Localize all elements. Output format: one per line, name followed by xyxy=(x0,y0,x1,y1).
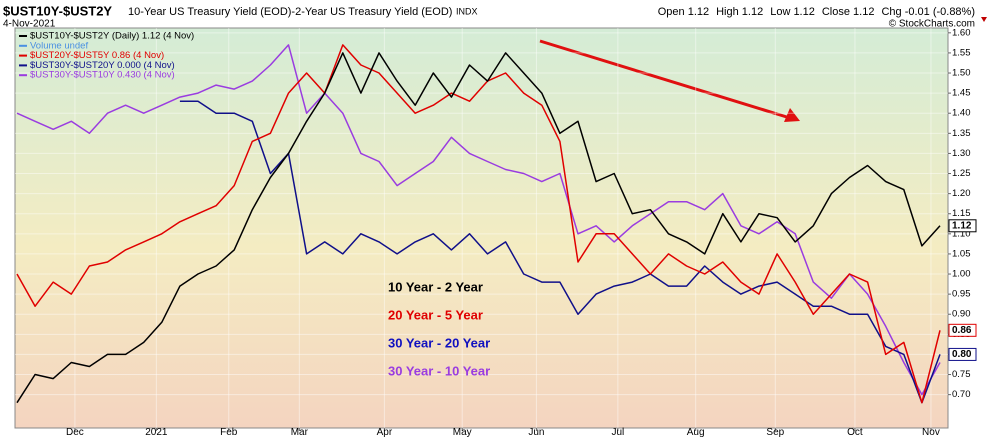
legend-entry: $UST10Y-$UST2Y (Daily) 1.12 (4 Nov) xyxy=(30,31,194,42)
legend-entry: $UST20Y-$UST5Y 0.86 (4 Nov) xyxy=(30,50,164,61)
trend-arrow xyxy=(539,39,791,120)
y-tick-label: 1.30 xyxy=(952,148,971,159)
x-tick-label: Oct xyxy=(847,427,863,438)
y-tick-label: 1.25 xyxy=(952,168,971,179)
exchange: INDX xyxy=(456,6,478,16)
x-tick-label: Sep xyxy=(766,427,784,438)
x-tick-label: Jun xyxy=(528,427,544,438)
menu-caret[interactable] xyxy=(981,17,987,22)
annotation: 20 Year - 5 Year xyxy=(388,307,483,322)
last-value-badge xyxy=(948,347,977,361)
y-tick-label: 0.70 xyxy=(952,389,971,400)
y-tick-label: 1.35 xyxy=(952,128,971,139)
x-tick-label: Apr xyxy=(377,427,393,438)
legend-entry: $UST30Y-$UST20Y 0.000 (4 Nov) xyxy=(30,60,175,71)
last-value-badge xyxy=(948,323,977,337)
trend-arrow-head xyxy=(784,108,800,122)
symbol: $UST10Y-$UST2Y xyxy=(3,3,112,18)
x-tick-label: Jul xyxy=(611,427,624,438)
quote-item: Low 1.12 xyxy=(770,6,815,18)
y-tick-label: 0.95 xyxy=(952,289,971,300)
last-value-label: 0.80 xyxy=(952,349,972,360)
y-tick-label: 1.40 xyxy=(952,108,971,119)
quote-item: Chg -0.01 (-0.88%) xyxy=(881,6,975,18)
y-tick-label: 1.15 xyxy=(952,208,971,219)
annotation: 10 Year - 2 Year xyxy=(388,279,483,294)
quote-item: High 1.12 xyxy=(716,6,763,18)
x-tick-label: Dec xyxy=(66,427,84,438)
y-tick-label: 1.05 xyxy=(952,248,971,259)
series-line xyxy=(16,44,941,396)
series-line xyxy=(179,100,941,404)
subtitle: 10-Year US Treasury Yield (EOD)-2-Year U… xyxy=(128,6,452,18)
last-value-label: 1.12 xyxy=(952,220,972,231)
annotation: 30 Year - 20 Year xyxy=(388,335,490,350)
y-tick-label: 1.20 xyxy=(952,188,971,199)
y-tick-label: 1.00 xyxy=(952,269,971,280)
x-tick-label: Aug xyxy=(687,427,705,438)
annotation: 30 Year - 10 Year xyxy=(388,363,490,378)
last-value-label: 0.86 xyxy=(952,325,972,336)
legend-entry: Volume undef xyxy=(30,40,88,51)
quote-item: Close 1.12 xyxy=(822,6,875,18)
x-tick-label: 2021 xyxy=(145,427,168,438)
credit: © StockCharts.com xyxy=(889,19,975,30)
y-tick-label: 1.50 xyxy=(952,68,971,79)
x-tick-label: Nov xyxy=(922,427,940,438)
y-tick-label: 1.45 xyxy=(952,88,971,99)
x-tick-label: May xyxy=(453,427,472,438)
y-tick-label: 1.55 xyxy=(952,47,971,58)
x-tick-label: Mar xyxy=(291,427,309,438)
quote-item: Open 1.12 xyxy=(658,6,709,18)
series-line xyxy=(16,44,941,404)
y-tick-label: 1.10 xyxy=(952,228,971,239)
y-tick-label: 0.90 xyxy=(952,309,971,320)
date: 4-Nov-2021 xyxy=(3,19,56,30)
series-line xyxy=(16,52,941,404)
y-tick-label: 1.60 xyxy=(952,27,971,38)
y-tick-label: 0.75 xyxy=(952,369,971,380)
legend-entry: $UST30Y-$UST10Y 0.430 (4 Nov) xyxy=(30,70,175,81)
x-tick-label: Feb xyxy=(220,427,238,438)
last-value-badge xyxy=(948,219,977,233)
